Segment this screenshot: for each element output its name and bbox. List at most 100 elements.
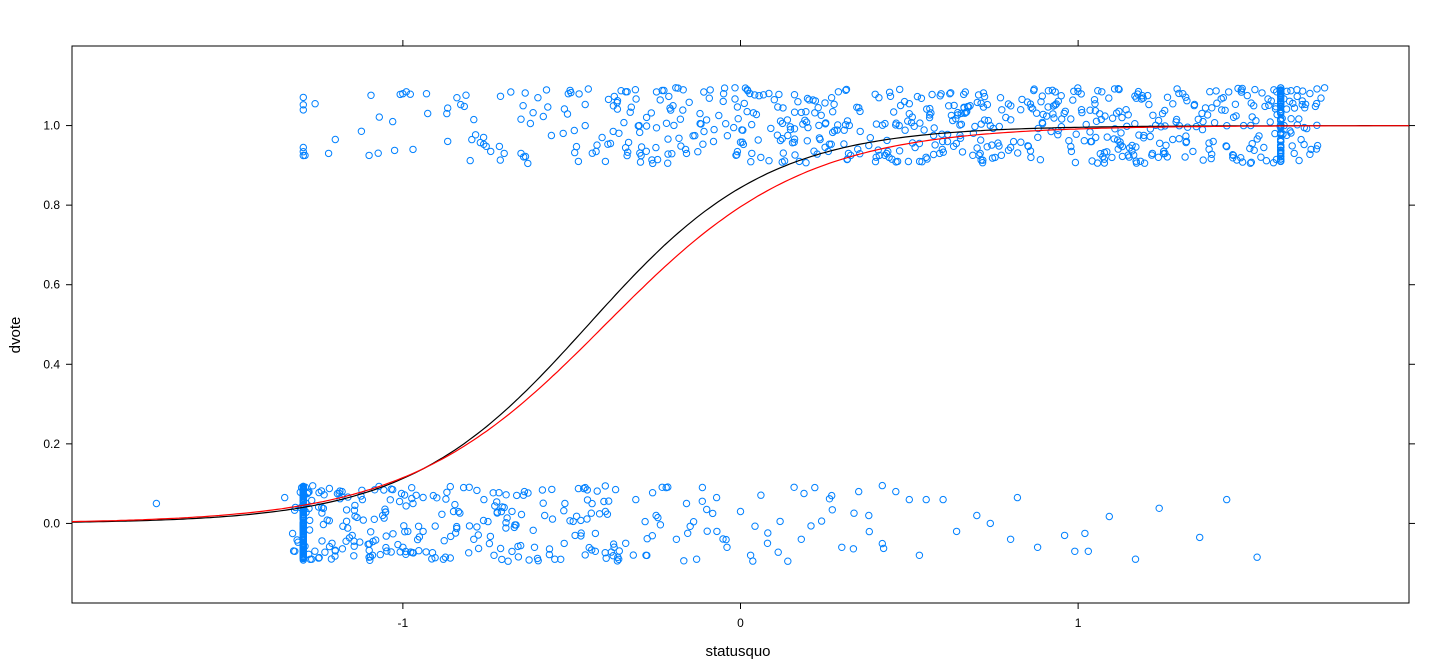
x-axis-label: statusquo bbox=[705, 643, 770, 660]
data-point bbox=[700, 127, 708, 136]
data-point bbox=[299, 523, 307, 531]
data-point bbox=[1162, 141, 1170, 150]
data-point bbox=[821, 143, 829, 152]
data-point bbox=[381, 505, 389, 513]
data-point bbox=[755, 92, 763, 100]
data-point bbox=[1248, 140, 1256, 148]
data-point bbox=[600, 497, 608, 506]
data-point bbox=[1183, 97, 1191, 105]
data-point bbox=[557, 555, 565, 563]
data-point bbox=[797, 535, 805, 543]
data-point bbox=[1213, 99, 1221, 107]
data-point bbox=[415, 533, 424, 541]
data-point bbox=[759, 91, 768, 99]
data-point bbox=[1290, 104, 1299, 112]
data-point bbox=[299, 151, 307, 160]
data-point bbox=[643, 535, 651, 543]
data-point bbox=[1070, 87, 1078, 96]
data-point bbox=[1044, 103, 1052, 111]
data-point bbox=[583, 515, 591, 523]
data-point bbox=[652, 511, 660, 520]
data-point bbox=[800, 489, 808, 498]
data-point bbox=[1306, 150, 1314, 159]
data-point bbox=[569, 517, 577, 526]
data-point bbox=[856, 107, 864, 116]
data-point bbox=[805, 96, 813, 104]
data-point bbox=[865, 511, 873, 520]
data-point bbox=[1206, 88, 1214, 96]
data-point bbox=[1017, 138, 1025, 146]
data-point bbox=[468, 135, 476, 144]
data-point bbox=[662, 119, 671, 128]
data-point bbox=[595, 510, 604, 518]
data-point bbox=[1032, 109, 1041, 117]
data-point bbox=[1115, 107, 1123, 116]
data-point bbox=[709, 509, 717, 518]
data-point bbox=[440, 537, 448, 545]
data-point bbox=[1139, 94, 1147, 102]
data-point bbox=[664, 483, 672, 491]
data-point bbox=[776, 117, 785, 125]
data-point bbox=[958, 148, 967, 156]
data-point bbox=[428, 549, 437, 557]
data-point bbox=[1110, 85, 1119, 93]
data-point bbox=[696, 109, 704, 118]
data-point bbox=[656, 96, 664, 104]
data-point bbox=[503, 514, 511, 522]
data-point bbox=[1317, 94, 1325, 102]
data-point bbox=[1037, 98, 1045, 106]
data-point bbox=[699, 140, 707, 148]
data-point bbox=[882, 149, 891, 158]
data-point bbox=[545, 550, 554, 559]
data-point bbox=[843, 117, 852, 125]
data-point bbox=[402, 547, 410, 556]
data-point bbox=[956, 134, 965, 142]
data-point bbox=[878, 539, 886, 548]
data-point bbox=[946, 90, 954, 98]
data-point bbox=[1261, 102, 1269, 111]
data-point bbox=[1125, 153, 1133, 161]
data-point bbox=[299, 93, 307, 102]
data-point bbox=[815, 121, 823, 130]
data-point bbox=[1247, 158, 1256, 167]
data-point bbox=[1218, 106, 1226, 114]
data-point bbox=[331, 547, 339, 555]
data-point bbox=[878, 481, 886, 490]
data-point bbox=[807, 522, 815, 530]
data-point bbox=[984, 116, 992, 125]
data-point bbox=[700, 88, 708, 96]
data-point bbox=[652, 124, 661, 132]
data-point bbox=[485, 539, 494, 548]
data-point bbox=[1201, 104, 1210, 112]
data-point bbox=[465, 549, 473, 557]
data-point bbox=[350, 542, 358, 550]
data-point bbox=[1077, 106, 1086, 114]
data-point bbox=[1130, 151, 1138, 159]
data-point bbox=[1172, 115, 1181, 124]
data-point bbox=[500, 149, 508, 158]
data-point bbox=[1067, 142, 1075, 151]
data-point bbox=[1252, 117, 1260, 125]
data-point bbox=[680, 557, 688, 565]
data-point bbox=[493, 508, 501, 516]
data-point bbox=[1277, 108, 1285, 117]
data-point bbox=[743, 107, 751, 116]
data-point bbox=[299, 148, 307, 156]
data-point bbox=[356, 538, 364, 546]
data-point bbox=[299, 513, 307, 521]
data-point bbox=[1312, 99, 1321, 108]
data-point bbox=[905, 110, 913, 118]
data-point bbox=[443, 109, 451, 118]
data-point bbox=[387, 485, 395, 493]
data-point bbox=[380, 514, 388, 522]
data-point bbox=[749, 557, 757, 565]
data-point bbox=[517, 510, 526, 519]
data-point bbox=[1313, 141, 1322, 150]
data-point bbox=[1260, 143, 1268, 152]
data-point bbox=[995, 122, 1003, 131]
data-point bbox=[299, 542, 307, 550]
data-point bbox=[517, 115, 525, 123]
data-point bbox=[563, 110, 572, 118]
data-point bbox=[774, 103, 782, 111]
data-point bbox=[451, 500, 459, 509]
